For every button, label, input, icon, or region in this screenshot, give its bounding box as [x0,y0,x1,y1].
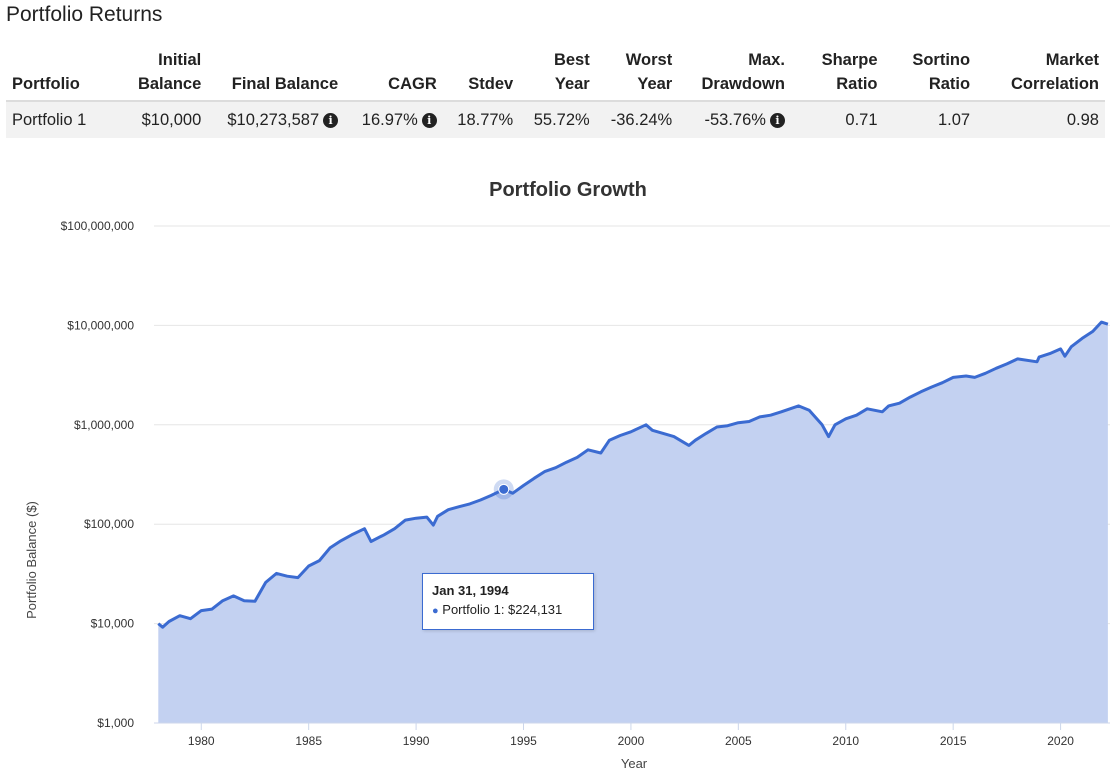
section-title: Portfolio Returns [6,3,163,26]
info-circle-icon[interactable]: i [421,112,437,128]
col-portfolio: Portfolio [6,44,123,102]
x-tick-label: 2005 [725,734,752,748]
col-cagr: CAGR [344,44,443,102]
series-line [157,320,1109,629]
x-tick-label: 1995 [510,734,537,748]
returns-table: Portfolio Initial Balance Final Balance … [6,44,1105,138]
col-initial-balance: Initial Balance [122,44,208,102]
highlight-point [498,483,510,495]
info-circle-icon[interactable]: i [769,112,785,128]
cell-max-drawdown: -53.76% i [678,101,791,138]
y-tick-label: $1,000 [97,716,134,730]
col-sortino: Sortino Ratio [883,44,977,102]
y-tick-label: $10,000 [91,617,135,631]
cell-sortino: 1.07 [883,101,977,138]
tooltip-date: Jan 31, 1994 [432,583,509,598]
x-tick-label: 1990 [403,734,430,748]
y-axis-label: Portfolio Balance ($) [24,501,39,619]
x-tick-label: 2000 [618,734,645,748]
portfolio-growth-chart: Portfolio Growth $1,000 $10,000 $100,000 $1… [0,160,1116,774]
col-final-balance: Final Balance [207,44,345,102]
y-tick-label: $1,000,000 [74,418,134,432]
cell-cagr: 16.97% i [344,101,443,138]
tooltip-row: ● Portfolio 1: $224,131 [432,602,593,617]
x-tick-label: 2015 [940,734,967,748]
cell-worst-year: -36.24% [595,101,679,138]
x-tick-label: 2020 [1047,734,1074,748]
cell-market-correlation: 0.98 [976,101,1105,138]
cagr-value: 16.97% [361,110,418,129]
x-tick-label: 1980 [188,734,215,748]
col-stdev: Stdev [442,44,520,102]
col-best-year: Best Year [519,44,596,102]
series-area [158,322,1108,723]
y-tick-label: $100,000,000 [61,219,135,233]
chart-title: Portfolio Growth [489,179,647,201]
col-worst-year: Worst Year [595,44,679,102]
info-circle-icon[interactable]: i [323,112,339,128]
cell-sharpe: 0.71 [790,101,884,138]
cell-portfolio: Portfolio 1 [6,101,123,138]
x-tick-label: 2010 [832,734,859,748]
tooltip-value: Portfolio 1: $224,131 [442,602,563,617]
y-tick-label: $100,000 [84,517,134,531]
cell-stdev: 18.77% [442,101,520,138]
chart-tooltip: Jan 31, 1994 ● Portfolio 1: $224,131 [422,573,594,630]
y-tick-label: $10,000,000 [67,318,134,332]
x-tick-label: 1985 [295,734,322,748]
cell-best-year: 55.72% [519,101,596,138]
col-market-correlation: Market Correlation [976,44,1105,102]
chart-svg: Portfolio Growth $1,000 $10,000 $100,000 $1… [24,179,1110,771]
x-axis-label: Year [621,756,648,771]
series-dot-icon: ● [432,605,439,617]
cell-initial-balance: $10,000 [122,101,208,138]
cell-final-balance: $10,273,587 i [207,101,345,138]
final-balance-value: $10,273,587 [227,110,320,129]
returns-header-row: Portfolio Initial Balance Final Balance … [6,44,1105,102]
table-row: Portfolio 1 $10,000 $10,273,587 i 16.97% i… [6,101,1105,138]
col-max-drawdown: Max. Drawdown [678,44,791,102]
col-sharpe: Sharpe Ratio [790,44,884,102]
max-drawdown-value: -53.76% [704,110,766,129]
